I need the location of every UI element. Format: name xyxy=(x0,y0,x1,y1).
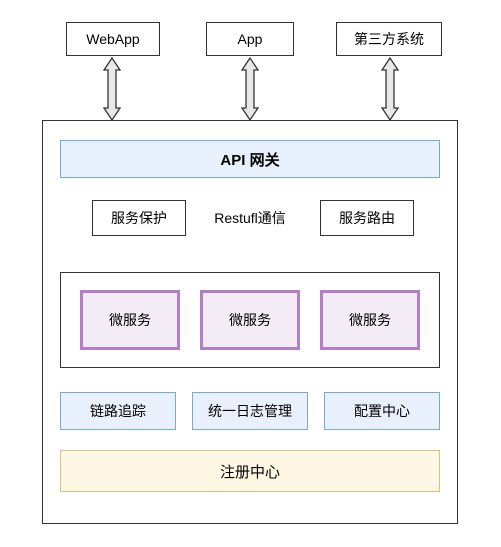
double-arrow-third xyxy=(382,58,398,120)
service-route-label: 服务路由 xyxy=(339,208,395,228)
config-center-label: 配置中心 xyxy=(354,401,410,421)
microservice-1-label: 微服务 xyxy=(109,310,151,330)
client-webapp: WebApp xyxy=(66,22,160,56)
logging: 统一日志管理 xyxy=(192,392,308,430)
registry-label: 注册中心 xyxy=(220,461,280,482)
client-webapp-label: WebApp xyxy=(86,31,139,47)
tracing: 链路追踪 xyxy=(60,392,176,430)
restful-text: Restufl通信 xyxy=(214,208,286,228)
service-protect: 服务保护 xyxy=(92,200,186,236)
client-app: App xyxy=(206,22,294,56)
logging-label: 统一日志管理 xyxy=(208,401,292,421)
microservice-2-label: 微服务 xyxy=(229,310,271,330)
config-center: 配置中心 xyxy=(324,392,440,430)
microservice-1: 微服务 xyxy=(80,290,180,350)
tracing-label: 链路追踪 xyxy=(90,401,146,421)
double-arrow-app xyxy=(242,58,258,120)
api-gateway-label: API 网关 xyxy=(220,149,279,170)
service-route: 服务路由 xyxy=(320,200,414,236)
api-gateway: API 网关 xyxy=(60,140,440,178)
client-third-party-label: 第三方系统 xyxy=(354,29,424,49)
microservice-3-label: 微服务 xyxy=(349,310,391,330)
registry: 注册中心 xyxy=(60,450,440,492)
microservice-3: 微服务 xyxy=(320,290,420,350)
double-arrow-webapp xyxy=(104,58,120,120)
client-app-label: App xyxy=(238,31,263,47)
service-protect-label: 服务保护 xyxy=(111,208,167,228)
client-third-party: 第三方系统 xyxy=(336,22,442,56)
restful-label: Restufl通信 xyxy=(198,200,302,236)
microservice-2: 微服务 xyxy=(200,290,300,350)
